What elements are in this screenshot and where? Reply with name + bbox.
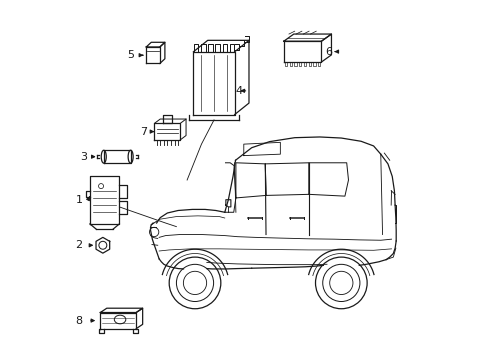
Text: 2: 2 [75,240,82,250]
Text: 5: 5 [127,50,134,60]
Text: 4: 4 [235,86,242,96]
Text: 7: 7 [140,127,147,136]
Text: 6: 6 [325,46,332,57]
Text: 1: 1 [75,195,82,205]
Text: 3: 3 [80,152,87,162]
Text: 8: 8 [75,316,82,325]
